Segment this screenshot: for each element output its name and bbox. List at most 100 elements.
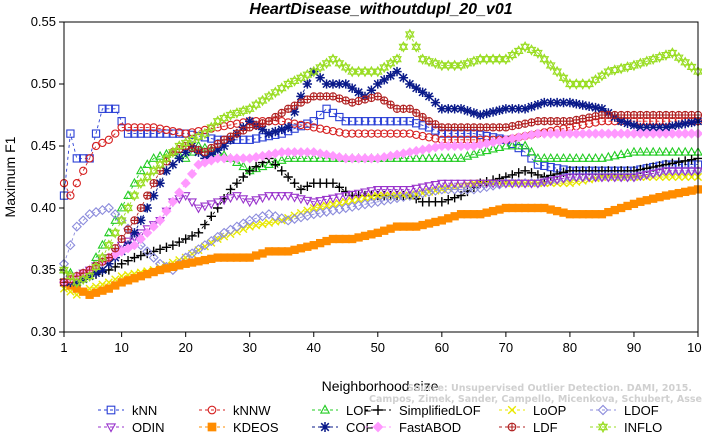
data-point: [354, 195, 363, 204]
data-point: [418, 121, 427, 130]
data-point: [347, 190, 358, 200]
data-point: [161, 206, 172, 217]
data-point: [417, 87, 428, 97]
data-point: [668, 172, 677, 182]
data-point: [72, 277, 82, 288]
plot-area: [58, 28, 702, 299]
data-point: [360, 117, 370, 126]
data-point: [283, 78, 294, 90]
data-point: [540, 161, 549, 170]
data-point: [72, 154, 81, 163]
data-point: [186, 168, 198, 179]
data-point: [328, 200, 338, 209]
data-point: [296, 91, 306, 102]
data-point: [417, 183, 428, 193]
data-point: [309, 203, 318, 213]
data-point: [199, 240, 210, 251]
data-point: [546, 97, 556, 108]
data-point: [78, 273, 89, 286]
data-point: [456, 179, 466, 189]
series-line: [63, 170, 698, 283]
data-point: [347, 83, 357, 93]
data-point: [539, 152, 550, 162]
data-point: [417, 152, 428, 162]
data-point: [180, 178, 191, 189]
data-point: [449, 59, 460, 72]
data-point: [558, 71, 569, 84]
data-point: [360, 193, 370, 203]
legend-swatch-marker: [372, 421, 384, 433]
data-point: [545, 177, 556, 187]
data-point: [117, 117, 126, 126]
x-tick-label: 1: [60, 340, 67, 355]
data-point: [168, 240, 178, 250]
data-point: [443, 152, 454, 162]
data-point: [264, 218, 274, 227]
data-point: [200, 148, 210, 157]
data-point: [674, 120, 684, 130]
data-point: [385, 71, 396, 81]
data-point: [603, 173, 614, 183]
data-point: [303, 206, 312, 215]
data-point: [481, 145, 492, 155]
data-point: [91, 129, 101, 138]
data-point: [622, 147, 633, 157]
data-point: [379, 185, 390, 195]
data-point: [225, 224, 236, 235]
data-point: [168, 159, 178, 170]
data-point: [180, 147, 191, 157]
data-point: [84, 270, 95, 283]
data-point: [341, 117, 350, 126]
data-point: [174, 187, 185, 198]
data-point: [488, 53, 498, 66]
data-point: [411, 152, 422, 162]
legend-label: COF: [346, 420, 374, 434]
data-point: [373, 117, 382, 126]
legend-label: kNNW: [233, 403, 271, 418]
data-point: [232, 157, 242, 166]
data-point: [142, 159, 153, 169]
data-point: [335, 198, 344, 208]
x-tick-label: 100: [687, 340, 702, 355]
legend-item-kNNW: kNNW: [199, 403, 271, 418]
data-point: [462, 106, 473, 116]
data-point: [635, 122, 646, 133]
data-point: [334, 79, 345, 89]
data-point: [443, 104, 453, 114]
data-point: [316, 110, 325, 120]
data-point: [277, 166, 287, 176]
legend-swatch-marker: [507, 405, 517, 415]
data-point: [148, 164, 159, 177]
data-point: [212, 231, 223, 243]
legend-swatch-marker: [319, 404, 331, 414]
data-point: [122, 243, 134, 254]
data-point: [667, 47, 678, 59]
data-point: [110, 249, 121, 260]
data-point: [334, 152, 345, 163]
data-point: [142, 171, 153, 183]
data-point: [303, 122, 312, 131]
data-point: [411, 184, 422, 194]
data-point: [508, 122, 517, 131]
data-point: [148, 252, 159, 263]
data-point: [468, 179, 479, 189]
data-point: [257, 161, 268, 171]
data-point: [648, 146, 659, 156]
legend-swatch-marker: [105, 423, 117, 433]
data-point: [104, 259, 114, 269]
data-point: [353, 65, 364, 78]
data-point: [552, 65, 563, 78]
data-point: [591, 112, 600, 121]
data-point: [129, 177, 140, 187]
data-point: [681, 172, 690, 182]
data-point: [308, 147, 319, 158]
data-point: [219, 112, 229, 124]
data-point: [520, 119, 530, 128]
data-point: [443, 59, 454, 72]
data-point: [322, 125, 331, 135]
data-point: [309, 123, 318, 132]
data-point: [386, 117, 395, 126]
data-point: [245, 135, 254, 144]
data-point: [661, 122, 671, 133]
data-point: [635, 172, 646, 182]
